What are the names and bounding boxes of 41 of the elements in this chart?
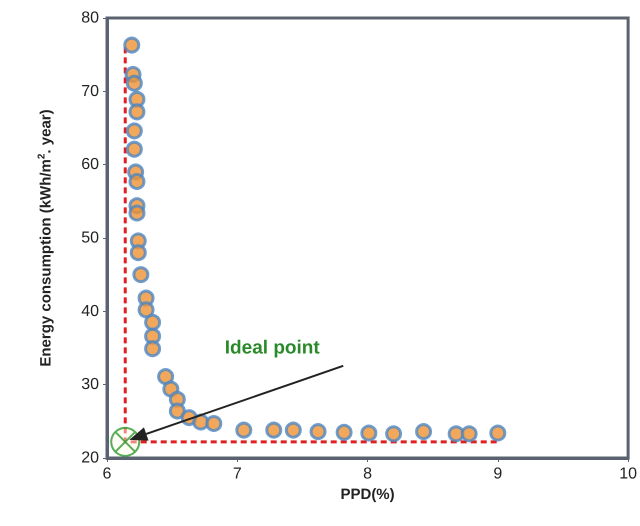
point bbox=[448, 425, 465, 442]
x-tick-label: 8 bbox=[363, 466, 372, 482]
point bbox=[128, 173, 146, 190]
point bbox=[157, 368, 174, 386]
point bbox=[144, 340, 162, 358]
point bbox=[130, 244, 147, 262]
point bbox=[415, 423, 432, 440]
y-tick-label: 50 bbox=[81, 230, 100, 246]
point bbox=[205, 415, 222, 432]
point bbox=[123, 36, 140, 54]
y-tick-label: 20 bbox=[81, 450, 100, 466]
y-tick-label: 40 bbox=[81, 302, 100, 320]
x-axis-title: PPD(%) bbox=[340, 486, 395, 503]
point bbox=[385, 425, 402, 442]
point bbox=[489, 424, 506, 442]
point bbox=[168, 402, 186, 420]
point bbox=[126, 74, 143, 92]
annotation: Ideal point bbox=[224, 337, 320, 358]
x-tick-label: 10 bbox=[619, 466, 638, 482]
y-tick-label: 80 bbox=[81, 10, 100, 26]
point bbox=[265, 422, 282, 439]
y-tick-label: 70 bbox=[81, 82, 100, 100]
y-tick-label: 30 bbox=[81, 376, 100, 394]
point bbox=[284, 422, 302, 439]
point bbox=[310, 423, 327, 440]
x-tick-label: 7 bbox=[232, 466, 242, 482]
point bbox=[360, 424, 378, 442]
point bbox=[128, 103, 146, 120]
y-axis-title: Energy consumption (kWh/m2. year) bbox=[36, 109, 54, 367]
point bbox=[128, 204, 146, 222]
point bbox=[132, 266, 150, 284]
point bbox=[144, 314, 162, 331]
point bbox=[460, 425, 478, 442]
point bbox=[336, 424, 353, 441]
point bbox=[126, 122, 143, 140]
point bbox=[126, 140, 143, 158]
point bbox=[138, 301, 155, 318]
x-tick-label: 6 bbox=[102, 466, 112, 482]
y-tick-label: 60 bbox=[81, 156, 100, 174]
point bbox=[235, 422, 252, 439]
x-tick-label: 9 bbox=[493, 466, 502, 482]
